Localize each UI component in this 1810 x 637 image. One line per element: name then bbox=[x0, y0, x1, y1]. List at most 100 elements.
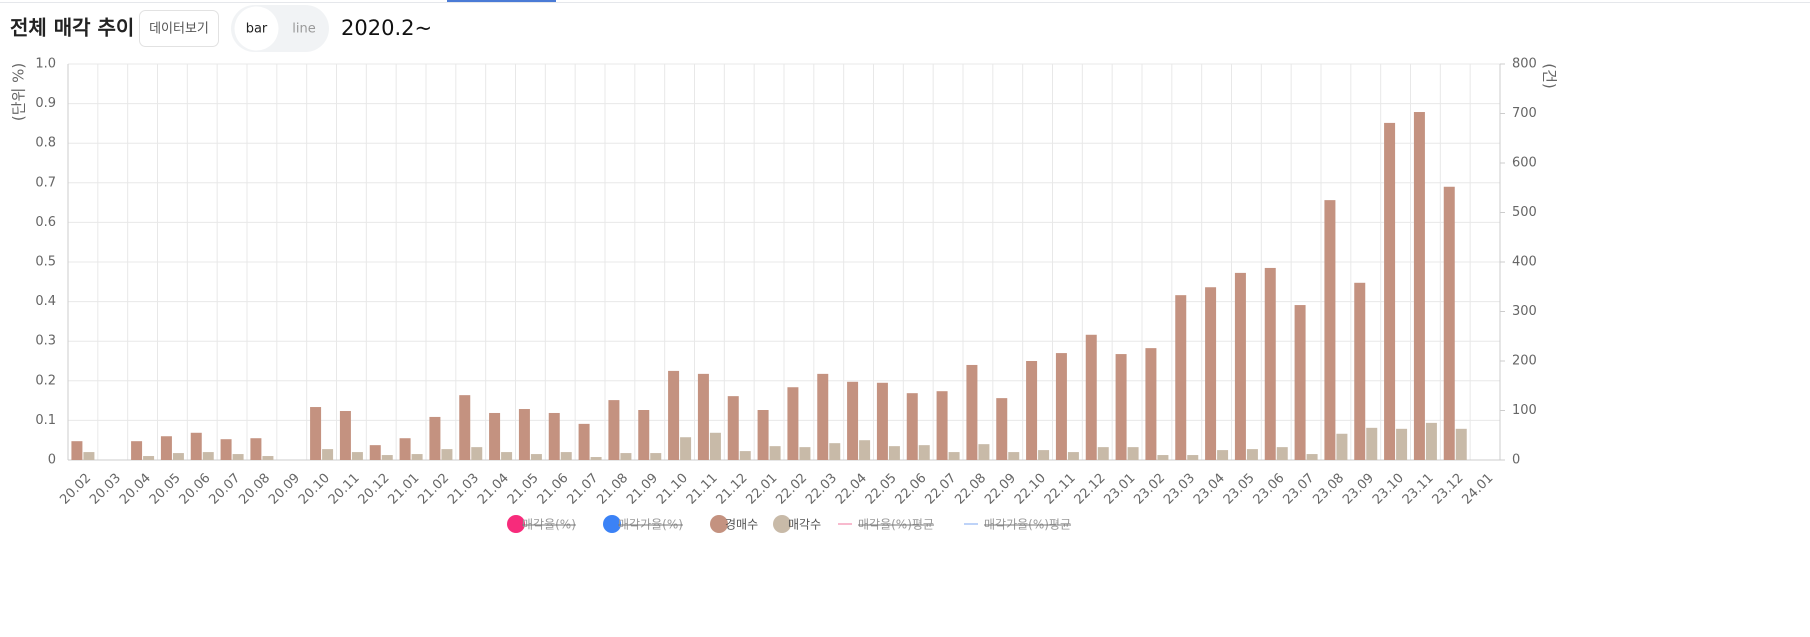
y-tick-label: 0.5 bbox=[35, 255, 56, 270]
x-tick-label: 23.04 bbox=[1191, 471, 1228, 508]
x-tick-label: 23.09 bbox=[1340, 471, 1377, 508]
bar bbox=[1396, 428, 1408, 460]
bar bbox=[996, 398, 1008, 460]
x-tick-label: 20.08 bbox=[236, 471, 273, 508]
bar bbox=[429, 416, 441, 460]
bar bbox=[1294, 305, 1306, 460]
bar bbox=[190, 432, 202, 460]
bar bbox=[1157, 455, 1169, 460]
x-tick-label: 21.01 bbox=[385, 471, 422, 508]
x-tick-label: 20.06 bbox=[177, 471, 214, 508]
bar bbox=[1038, 450, 1050, 460]
tab-indicator bbox=[447, 0, 556, 2]
bar bbox=[966, 364, 978, 460]
legend-label[interactable]: 매각수 bbox=[788, 518, 821, 532]
bar bbox=[518, 409, 530, 460]
bar bbox=[697, 373, 709, 460]
top-border bbox=[0, 2, 1810, 3]
bar bbox=[876, 382, 888, 460]
x-tick-label: 22.02 bbox=[773, 471, 810, 508]
y-tick-label: 1.0 bbox=[35, 57, 56, 72]
x-tick-label: 22.08 bbox=[952, 471, 989, 508]
bar bbox=[799, 447, 811, 460]
bar bbox=[769, 446, 781, 460]
x-tick-label: 23.06 bbox=[1251, 471, 1288, 508]
x-tick-label: 21.09 bbox=[624, 471, 661, 508]
bar bbox=[948, 452, 960, 460]
bar bbox=[1354, 282, 1366, 460]
bar bbox=[727, 396, 739, 460]
y-tick-label: 0.6 bbox=[35, 215, 56, 230]
bar bbox=[1324, 200, 1336, 460]
bar bbox=[310, 407, 322, 460]
data-button[interactable] bbox=[139, 10, 219, 47]
bar bbox=[1306, 454, 1318, 460]
bar bbox=[1055, 353, 1067, 460]
y-tick-label: 0.8 bbox=[35, 136, 56, 151]
bar bbox=[829, 443, 841, 460]
bar bbox=[381, 455, 393, 460]
legend-marker bbox=[507, 515, 525, 533]
x-tick-label: 23.11 bbox=[1400, 471, 1437, 508]
bar bbox=[471, 447, 483, 460]
bar bbox=[160, 436, 172, 460]
x-tick-label: 24.01 bbox=[1459, 471, 1496, 508]
x-tick-label: 22.04 bbox=[833, 471, 870, 508]
bar bbox=[83, 452, 95, 460]
bar bbox=[1246, 449, 1258, 460]
page-title: 전체 매각 추이 bbox=[10, 16, 134, 40]
x-tick-label: 20.11 bbox=[326, 471, 363, 508]
bar bbox=[71, 441, 83, 460]
x-tick-label: 21.03 bbox=[445, 471, 482, 508]
bar bbox=[459, 395, 471, 460]
bar bbox=[548, 412, 560, 460]
y2-tick-label: 800 bbox=[1512, 57, 1537, 72]
bar bbox=[668, 370, 680, 460]
toggle-knob bbox=[234, 6, 279, 51]
bar bbox=[1384, 122, 1396, 460]
y2-tick-label: 0 bbox=[1512, 453, 1520, 468]
x-tick-label: 20.03 bbox=[87, 471, 124, 508]
x-tick-label: 21.06 bbox=[535, 471, 572, 508]
x-tick-label: 21.04 bbox=[475, 471, 512, 508]
y2-tick-label: 500 bbox=[1512, 205, 1537, 220]
x-tick-label: 22.11 bbox=[1042, 471, 1079, 508]
x-tick-label: 22.05 bbox=[863, 471, 900, 508]
toggle-line[interactable]: line bbox=[292, 22, 315, 37]
bar bbox=[1026, 361, 1038, 460]
x-tick-label: 21.12 bbox=[714, 471, 751, 508]
bar bbox=[918, 445, 930, 460]
bar bbox=[817, 373, 829, 460]
bar bbox=[680, 437, 692, 460]
bar bbox=[847, 381, 859, 460]
bar bbox=[202, 452, 214, 460]
y2-tick-label: 700 bbox=[1512, 106, 1537, 121]
y-tick-label: 0.3 bbox=[35, 334, 56, 349]
y-tick-label: 0.9 bbox=[35, 96, 56, 111]
x-tick-label: 20.09 bbox=[266, 471, 303, 508]
legend-marker bbox=[603, 515, 621, 533]
y-tick-label: 0.2 bbox=[35, 373, 56, 388]
x-tick-label: 22.06 bbox=[893, 471, 930, 508]
bar bbox=[757, 410, 769, 460]
y2-tick-label: 300 bbox=[1512, 304, 1537, 319]
bar bbox=[1264, 267, 1276, 460]
bar bbox=[489, 412, 501, 460]
x-tick-label: 23.05 bbox=[1221, 471, 1258, 508]
y-tick-label: 0.7 bbox=[35, 175, 56, 190]
y-tick-label: 0.4 bbox=[35, 294, 56, 309]
bar bbox=[1067, 452, 1079, 460]
x-tick-label: 20.05 bbox=[147, 471, 184, 508]
toggle-bar[interactable]: bar bbox=[246, 22, 268, 37]
bar bbox=[1217, 450, 1229, 460]
bar bbox=[250, 438, 262, 460]
x-tick-label: 22.01 bbox=[743, 471, 780, 508]
bar bbox=[1413, 112, 1425, 460]
data-button-label[interactable]: 데이터보기 bbox=[149, 22, 209, 37]
y2-tick-label: 200 bbox=[1512, 354, 1537, 369]
x-tick-label: 20.07 bbox=[206, 471, 243, 508]
legend-label[interactable]: 경매수 bbox=[725, 518, 758, 532]
bar bbox=[1085, 334, 1097, 460]
